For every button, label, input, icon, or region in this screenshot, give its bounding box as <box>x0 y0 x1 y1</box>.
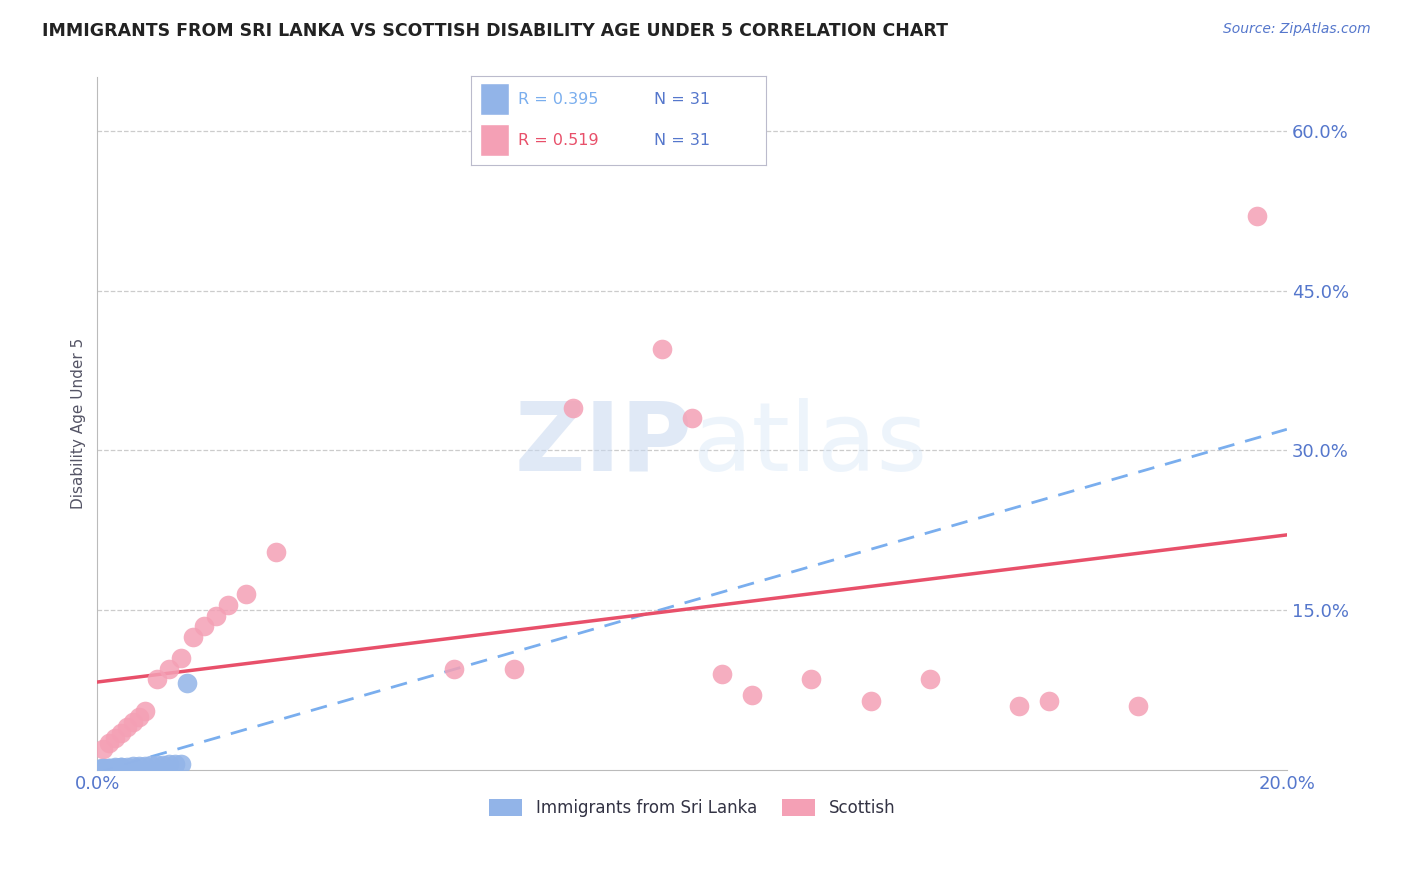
Point <box>104 761 127 775</box>
Point <box>91 762 114 776</box>
Point <box>104 760 127 774</box>
Point <box>115 720 138 734</box>
Text: atlas: atlas <box>692 398 927 491</box>
Point <box>1126 699 1149 714</box>
Point <box>87 762 110 776</box>
Point <box>93 762 115 776</box>
Text: IMMIGRANTS FROM SRI LANKA VS SCOTTISH DISABILITY AGE UNDER 5 CORRELATION CHART: IMMIGRANTS FROM SRI LANKA VS SCOTTISH DI… <box>42 22 948 40</box>
Point <box>91 762 114 776</box>
Text: N = 31: N = 31 <box>654 133 710 147</box>
Point <box>122 714 145 729</box>
Bar <box>479 124 509 156</box>
Point <box>89 762 111 776</box>
Legend: Immigrants from Sri Lanka, Scottish: Immigrants from Sri Lanka, Scottish <box>482 792 901 824</box>
Point <box>800 673 823 687</box>
Point <box>134 758 156 772</box>
Point <box>110 725 132 739</box>
Point <box>176 675 198 690</box>
Point <box>89 762 111 776</box>
Text: R = 0.395: R = 0.395 <box>519 92 599 106</box>
Point <box>146 673 169 687</box>
Point <box>110 760 132 774</box>
Point <box>98 761 121 775</box>
Point <box>235 587 257 601</box>
Text: N = 31: N = 31 <box>654 92 710 106</box>
Point <box>169 756 191 771</box>
Point <box>205 608 228 623</box>
Point <box>139 757 162 772</box>
Point <box>90 762 112 776</box>
Point <box>157 756 180 771</box>
Point <box>115 760 138 774</box>
Bar <box>479 83 509 115</box>
Point <box>443 662 465 676</box>
Point <box>122 758 145 772</box>
Point <box>741 689 763 703</box>
Point <box>110 760 132 774</box>
Point <box>157 662 180 676</box>
Point <box>104 731 127 745</box>
Text: Source: ZipAtlas.com: Source: ZipAtlas.com <box>1223 22 1371 37</box>
Point <box>169 651 191 665</box>
Point <box>152 757 174 772</box>
Point <box>1246 209 1268 223</box>
Point <box>98 736 121 750</box>
Point <box>128 710 150 724</box>
Point <box>98 761 121 775</box>
Point <box>91 761 114 775</box>
Point <box>90 762 112 776</box>
Point <box>651 342 673 356</box>
Point <box>128 758 150 772</box>
Point <box>1008 699 1031 714</box>
Point <box>96 762 118 776</box>
Text: ZIP: ZIP <box>515 398 692 491</box>
Point <box>94 762 117 776</box>
Point <box>1038 694 1060 708</box>
Point <box>859 694 882 708</box>
Point <box>91 741 114 756</box>
Point <box>710 667 733 681</box>
Point <box>89 762 111 776</box>
Point <box>562 401 585 415</box>
Point <box>134 705 156 719</box>
Point <box>681 411 703 425</box>
Point <box>163 756 186 771</box>
Point <box>146 757 169 772</box>
Point <box>181 630 204 644</box>
Point <box>193 619 215 633</box>
Point <box>264 544 287 558</box>
Point <box>89 762 111 776</box>
Y-axis label: Disability Age Under 5: Disability Age Under 5 <box>72 338 86 509</box>
Point <box>91 762 114 776</box>
Point <box>217 598 239 612</box>
Point <box>918 673 941 687</box>
Text: R = 0.519: R = 0.519 <box>519 133 599 147</box>
Point <box>502 662 524 676</box>
